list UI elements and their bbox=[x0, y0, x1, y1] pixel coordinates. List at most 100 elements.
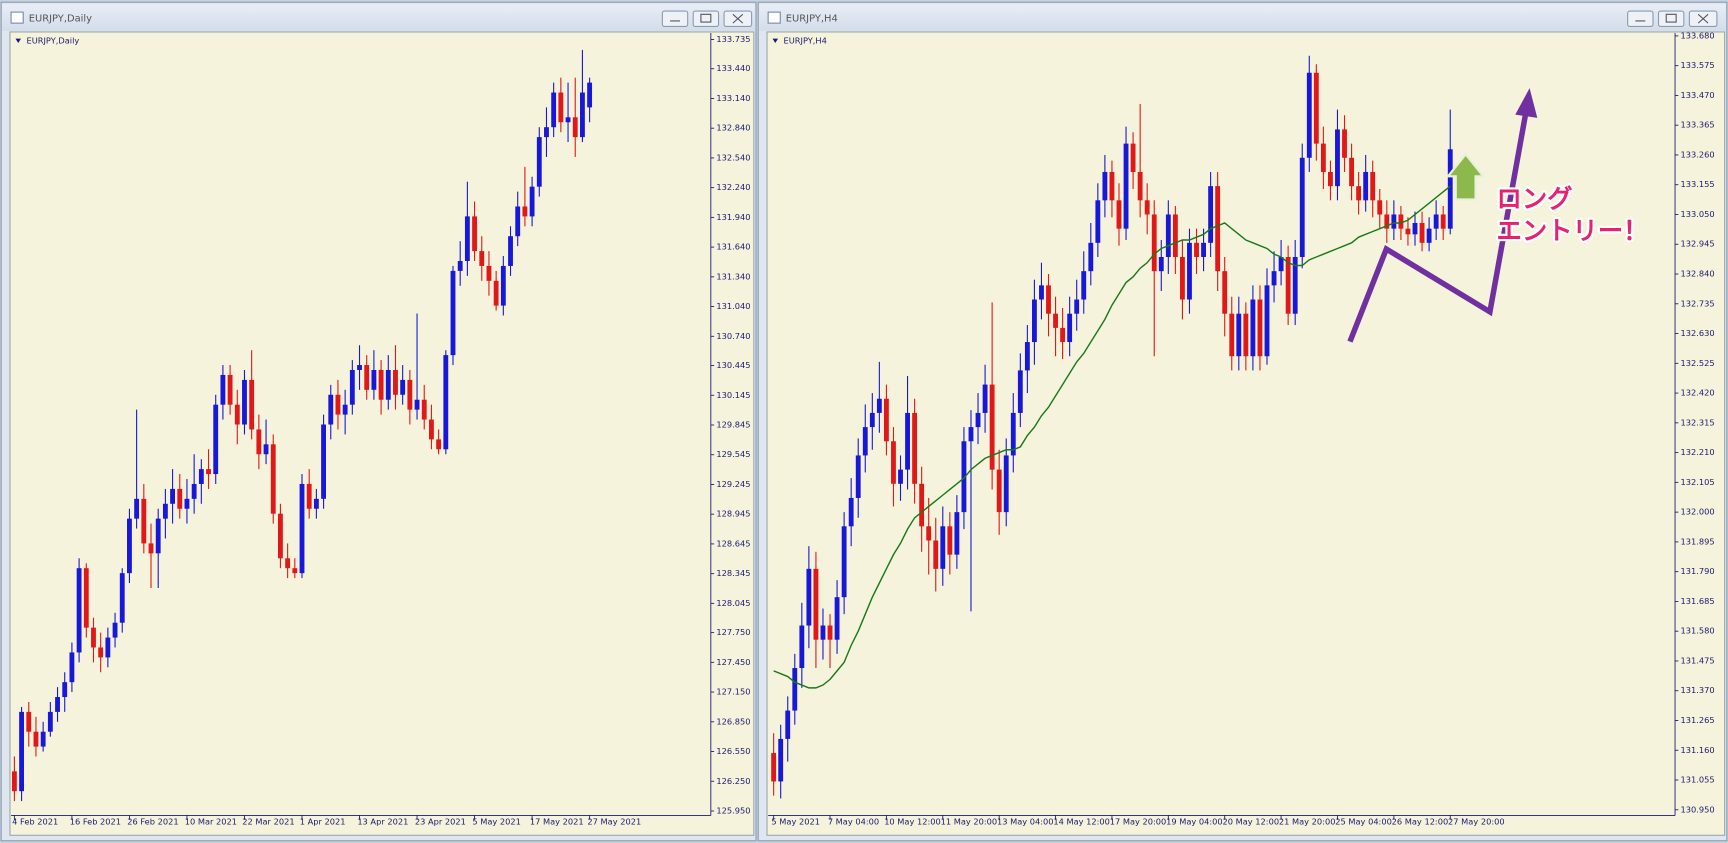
title-bar bbox=[759, 4, 1726, 31]
minimize-button[interactable] bbox=[661, 10, 689, 27]
candle-body bbox=[407, 379, 413, 410]
candle-body bbox=[55, 697, 60, 712]
candle-body bbox=[127, 518, 132, 574]
candle-body bbox=[134, 498, 140, 519]
candle-body bbox=[1060, 327, 1066, 343]
green-up-arrow bbox=[1445, 152, 1486, 201]
candle-body bbox=[1250, 299, 1256, 357]
candle-body bbox=[1447, 149, 1453, 229]
y-tick-label: 125.950 bbox=[716, 805, 750, 815]
candle-body bbox=[1236, 313, 1242, 357]
x-tick-label: 23 Apr 2021 bbox=[415, 817, 466, 827]
candle-body bbox=[40, 731, 46, 747]
x-tick-label: 10 May 12:00 bbox=[884, 817, 941, 827]
maximize-button[interactable] bbox=[1657, 10, 1685, 27]
candle-body bbox=[47, 711, 53, 732]
y-tick-label: 131.265 bbox=[1681, 715, 1715, 725]
y-tick-label: 129.845 bbox=[716, 419, 750, 429]
candle-body bbox=[1081, 271, 1087, 300]
candle-body bbox=[848, 497, 854, 527]
y-tick-label: 133.575 bbox=[1681, 60, 1715, 70]
candle-body bbox=[1137, 171, 1143, 201]
candle-body bbox=[1243, 313, 1249, 357]
candle-body bbox=[242, 379, 247, 425]
x-tick-label: 27 May 20:00 bbox=[1448, 817, 1505, 827]
minimize-button[interactable] bbox=[1627, 10, 1654, 27]
candle-body bbox=[371, 369, 377, 390]
x-tick-label: 16 Feb 2021 bbox=[70, 817, 121, 827]
annotation-text: ロング bbox=[1497, 184, 1573, 214]
x-tick-label: 17 May 20:00 bbox=[1110, 817, 1167, 827]
candle-body bbox=[1031, 299, 1037, 343]
candle-body bbox=[83, 568, 89, 628]
candle-body bbox=[313, 498, 319, 509]
candle-body bbox=[1356, 186, 1362, 201]
y-tick-label: 131.160 bbox=[1681, 745, 1715, 755]
candle-body bbox=[806, 568, 812, 626]
candle-body bbox=[1384, 214, 1390, 229]
y-tick-label: 128.045 bbox=[716, 598, 750, 608]
candle-body bbox=[26, 711, 32, 732]
candle-body bbox=[278, 513, 283, 559]
candle-body bbox=[1130, 143, 1136, 172]
candle-body bbox=[357, 365, 362, 370]
candle-body bbox=[926, 526, 932, 541]
candle-body bbox=[19, 711, 25, 792]
candle-body bbox=[335, 394, 341, 415]
candle-body bbox=[1046, 285, 1051, 314]
candle-body bbox=[572, 117, 578, 138]
candle-body bbox=[105, 637, 111, 658]
candle-body bbox=[1003, 455, 1009, 513]
candle-body bbox=[429, 419, 434, 440]
candle-body bbox=[1172, 214, 1178, 258]
y-tick-label: 127.750 bbox=[716, 627, 750, 637]
y-tick-label: 132.315 bbox=[1681, 417, 1715, 427]
x-tick-label: 14 May 12:00 bbox=[1053, 817, 1110, 827]
candle-body bbox=[378, 369, 384, 400]
candle-body bbox=[170, 488, 175, 504]
candle-body bbox=[443, 355, 449, 450]
candle-body bbox=[11, 771, 17, 792]
candle-body bbox=[1151, 214, 1157, 272]
candle-body bbox=[479, 251, 485, 266]
candle-body bbox=[1391, 214, 1397, 229]
y-tick-label: 130.950 bbox=[1681, 804, 1715, 814]
candle-body bbox=[493, 280, 499, 306]
candle-body bbox=[342, 404, 348, 415]
candle-body bbox=[328, 394, 334, 425]
candle-body bbox=[436, 439, 442, 450]
x-tick-label: 5 May 2021 bbox=[771, 817, 820, 827]
candle-body bbox=[912, 412, 918, 484]
x-tick-label: 13 May 04:00 bbox=[997, 817, 1054, 827]
candle-body bbox=[263, 444, 269, 455]
candle-body bbox=[414, 399, 420, 410]
candle-body bbox=[1419, 222, 1425, 243]
candle-body bbox=[1398, 214, 1404, 229]
candle-body bbox=[1433, 214, 1439, 229]
x-tick-label: 21 May 20:00 bbox=[1279, 817, 1336, 827]
candle-body bbox=[1179, 257, 1185, 300]
candle-body bbox=[119, 573, 125, 623]
y-tick-label: 131.340 bbox=[716, 271, 750, 281]
candle-body bbox=[1342, 129, 1347, 158]
y-tick-label: 130.740 bbox=[716, 331, 750, 341]
candle-body bbox=[1377, 200, 1383, 215]
y-tick-label: 131.940 bbox=[716, 212, 750, 222]
y-tick-label: 132.840 bbox=[1681, 269, 1715, 279]
candle-body bbox=[1412, 222, 1418, 235]
y-tick-label: 132.945 bbox=[1681, 239, 1715, 249]
candle-body bbox=[62, 682, 68, 698]
candle-body bbox=[1363, 171, 1369, 201]
candle-body bbox=[1264, 285, 1270, 357]
candle-body bbox=[1088, 242, 1094, 272]
candle-body bbox=[292, 568, 298, 574]
candle-body bbox=[98, 647, 104, 658]
candle-body bbox=[1102, 171, 1108, 201]
candle-body bbox=[1222, 271, 1228, 314]
candle-body bbox=[982, 384, 988, 413]
candle-body bbox=[1229, 313, 1235, 357]
candle-body bbox=[1095, 200, 1101, 243]
candle-body bbox=[529, 186, 535, 217]
maximize-button[interactable] bbox=[692, 10, 720, 27]
candle-body bbox=[1074, 299, 1080, 314]
